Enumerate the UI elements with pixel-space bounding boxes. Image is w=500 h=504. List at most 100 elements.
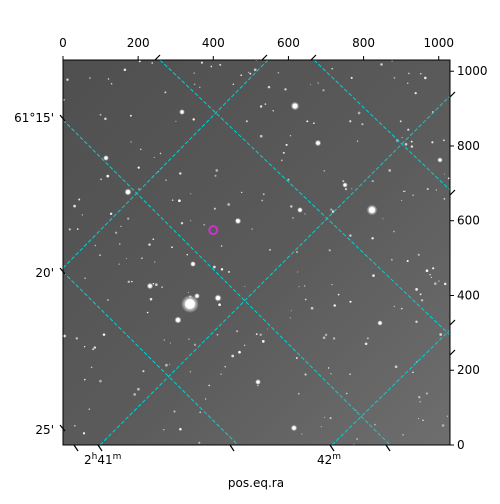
ra-tick-label-1-hours: 2: [84, 453, 92, 467]
star: [224, 366, 226, 368]
star: [435, 189, 437, 191]
star: [419, 72, 422, 75]
bright-star-14: [195, 294, 199, 298]
star: [292, 217, 294, 219]
star: [417, 253, 420, 256]
star: [63, 334, 66, 338]
star: [137, 387, 140, 391]
bright-star-1: [292, 103, 298, 109]
star: [443, 282, 447, 286]
star: [422, 419, 424, 422]
grid-line-0: [159, 60, 450, 336]
star: [406, 259, 409, 263]
star: [419, 293, 422, 296]
star: [164, 91, 167, 94]
bright-star-16: [292, 426, 296, 430]
star: [394, 365, 398, 369]
star: [438, 280, 440, 282]
star: [241, 191, 243, 194]
star: [125, 257, 127, 259]
star: [264, 103, 267, 105]
star: [287, 178, 290, 181]
world-coordinate-ticks: [59, 54, 456, 452]
star: [261, 199, 264, 202]
star: [333, 304, 336, 307]
star: [280, 159, 283, 162]
grid-line-3: [313, 60, 450, 191]
star: [390, 258, 393, 261]
grid-line-1: [63, 119, 391, 445]
ra-tick-label-1-m-sup: m: [113, 452, 122, 462]
star: [106, 174, 110, 178]
star: [393, 305, 395, 308]
star: [388, 169, 392, 172]
star: [83, 346, 86, 348]
star: [152, 238, 155, 241]
star: [304, 298, 307, 301]
star: [104, 117, 107, 121]
star: [259, 105, 263, 108]
star: [193, 72, 195, 74]
star: [140, 148, 142, 151]
star: [410, 145, 414, 148]
star: [402, 434, 404, 436]
wcs-tick-1: [59, 267, 66, 275]
star: [90, 366, 93, 369]
wcs-tick-3: [73, 444, 79, 452]
x-tick-label-0: 0: [59, 36, 67, 50]
star: [141, 257, 143, 259]
star: [418, 396, 421, 399]
bright-star-12: [104, 156, 108, 160]
star: [419, 400, 422, 403]
star: [171, 199, 174, 201]
star: [107, 78, 110, 80]
star: [220, 373, 222, 375]
star: [331, 283, 333, 286]
star: [310, 84, 312, 86]
star: [412, 194, 414, 197]
star: [259, 333, 262, 336]
star: [400, 307, 403, 310]
star: [76, 228, 79, 230]
marker-layer: [208, 225, 219, 236]
star: [298, 286, 300, 288]
star: [107, 299, 109, 301]
star: [266, 328, 269, 330]
star: [298, 393, 300, 395]
wcs-tick-14: [310, 54, 317, 61]
star: [433, 282, 437, 285]
star: [88, 408, 90, 410]
star: [322, 89, 325, 92]
star: [443, 173, 446, 175]
star: [179, 172, 182, 175]
star: [78, 198, 81, 201]
star: [165, 179, 167, 182]
bright-star-17: [378, 321, 382, 325]
star: [272, 110, 274, 112]
star: [401, 137, 403, 139]
y-axis-right: 0 200 400 600 800 1000: [450, 64, 488, 452]
star: [216, 333, 219, 336]
star: [304, 373, 307, 376]
star: [329, 417, 332, 420]
star: [290, 310, 292, 312]
star: [259, 134, 263, 138]
x-axis-label: pos.eq.ra: [228, 476, 284, 490]
star: [173, 410, 176, 413]
star: [93, 346, 97, 349]
star: [119, 243, 121, 245]
star: [123, 68, 127, 72]
star: [146, 311, 149, 314]
star: [415, 288, 418, 291]
star: [100, 178, 102, 181]
star: [351, 188, 353, 190]
wcs-tick-5: [229, 444, 235, 452]
star: [110, 82, 113, 85]
star: [285, 143, 288, 146]
star: [213, 207, 216, 210]
bright-star-7: [236, 219, 240, 223]
star: [342, 180, 345, 183]
star: [247, 71, 250, 74]
star: [401, 199, 403, 201]
plot-frame: [62, 59, 451, 446]
